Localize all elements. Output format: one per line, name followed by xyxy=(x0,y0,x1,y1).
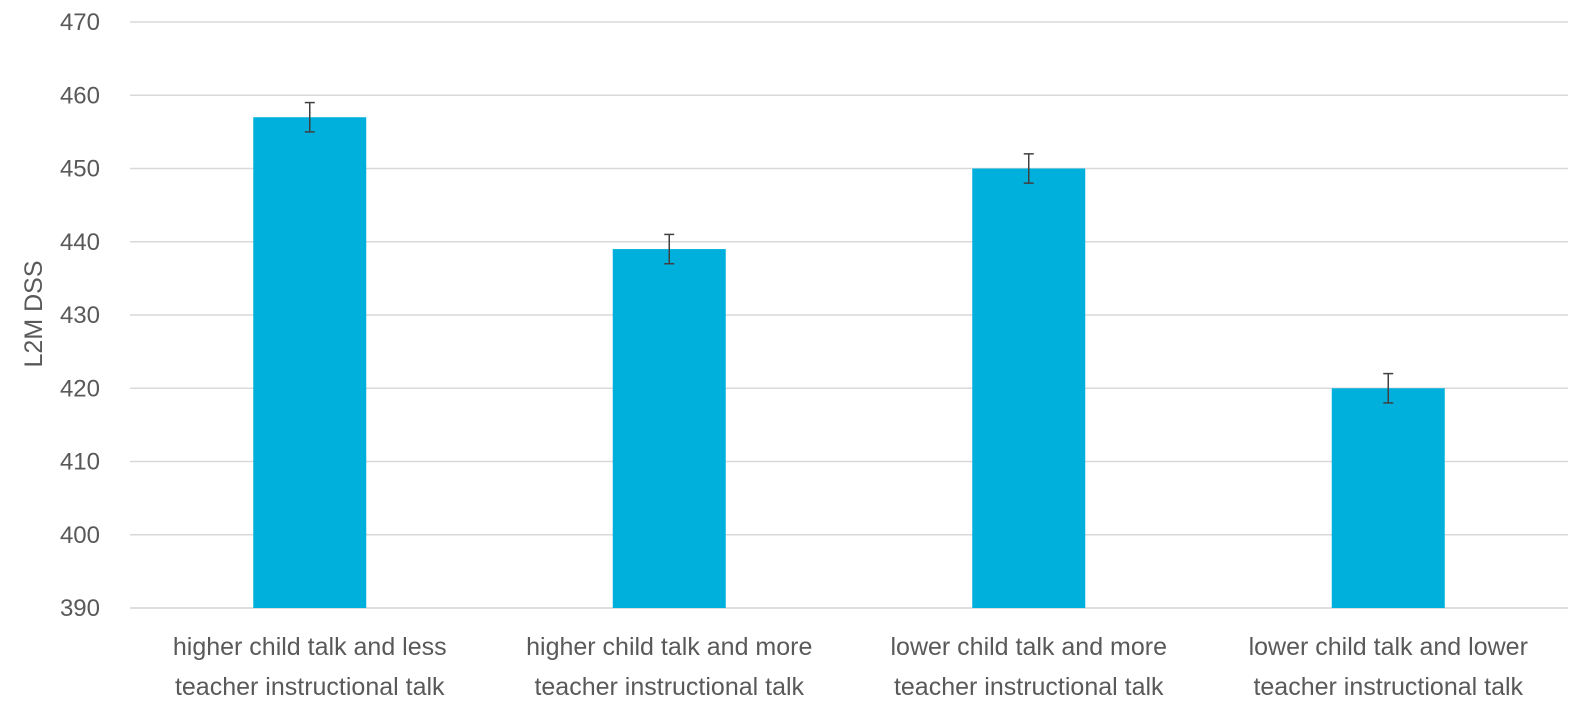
x-category-label: teacher instructional talk xyxy=(1253,673,1523,701)
x-category-label: higher child talk and more xyxy=(526,633,812,661)
bar xyxy=(972,168,1086,608)
error-bars xyxy=(304,101,1394,404)
bar xyxy=(1331,388,1445,608)
x-axis-category-labels: higher child talk and less teacher instru… xyxy=(173,633,1528,701)
x-category-label: teacher instructional talk xyxy=(534,673,804,701)
x-category-label: higher child talk and less xyxy=(173,633,447,661)
x-category-label: teacher instructional talk xyxy=(175,673,445,701)
gridlines xyxy=(130,21,1568,609)
bar xyxy=(253,117,367,608)
y-axis-title: L2M DSS xyxy=(20,261,48,368)
y-axis-tick-labels: 390 400 410 420 430 440 450 460 470 xyxy=(60,9,100,622)
y-tick-label: 440 xyxy=(60,229,100,256)
x-category-label: teacher instructional talk xyxy=(894,673,1164,701)
y-tick-label: 430 xyxy=(60,302,100,329)
x-category-label: lower child talk and more xyxy=(890,633,1167,661)
y-tick-label: 420 xyxy=(60,375,100,402)
bars xyxy=(253,117,1445,608)
y-tick-label: 390 xyxy=(60,595,100,622)
y-tick-label: 460 xyxy=(60,82,100,109)
x-category-label: lower child talk and lower xyxy=(1249,633,1528,661)
y-tick-label: 400 xyxy=(60,522,100,549)
y-tick-label: 450 xyxy=(60,156,100,183)
y-tick-label: 470 xyxy=(60,9,100,36)
y-tick-label: 410 xyxy=(60,449,100,476)
bar xyxy=(612,249,726,608)
